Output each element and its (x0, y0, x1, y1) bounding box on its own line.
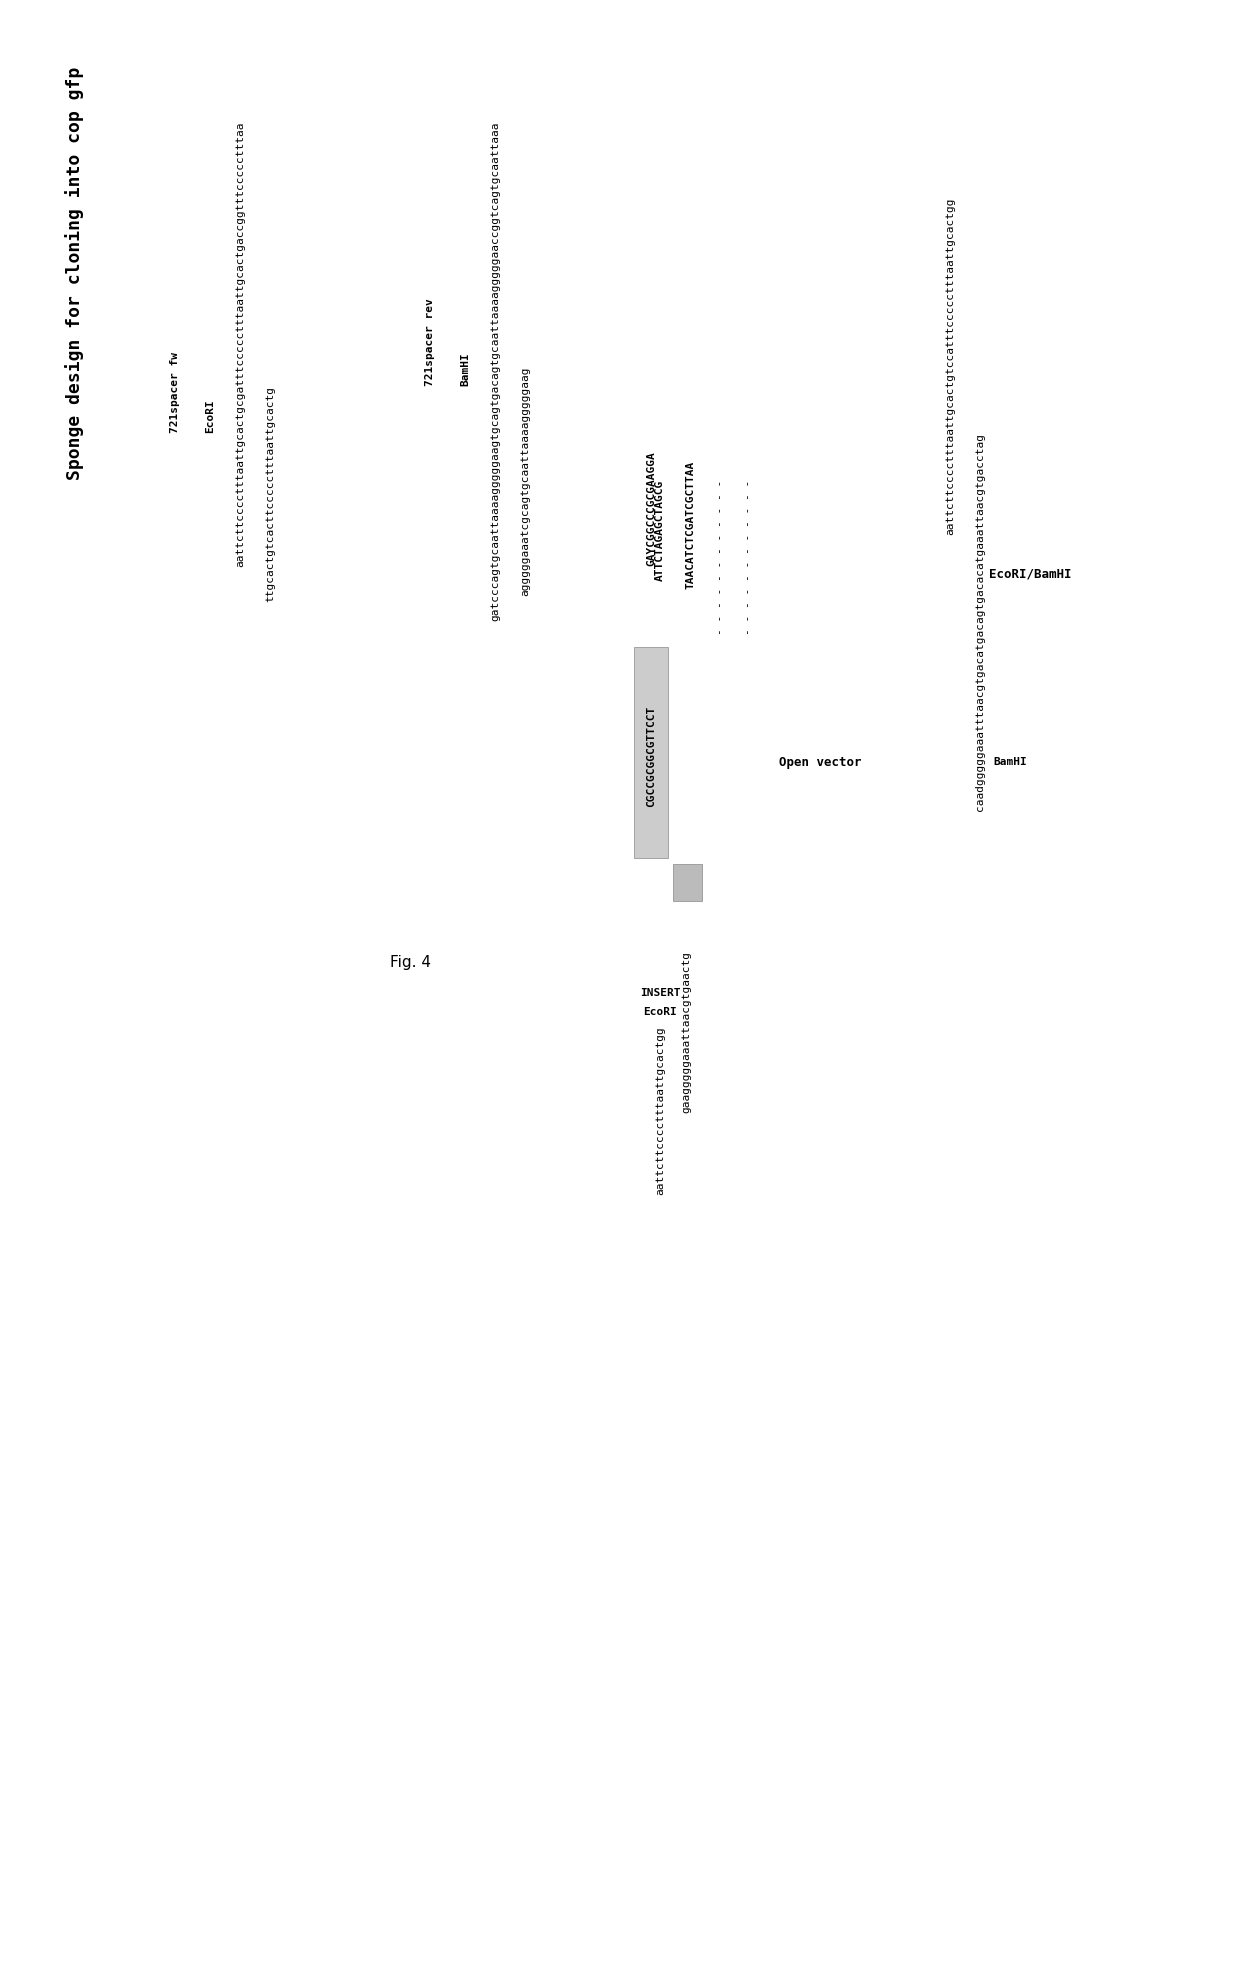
Text: Sponge design for cloning into cop gfp: Sponge design for cloning into cop gfp (66, 66, 84, 479)
Text: - - - - - - - - - - - -: - - - - - - - - - - - - (743, 479, 753, 636)
Text: gaagggggaaattaacgtgaactg: gaagggggaaattaacgtgaactg (681, 952, 691, 1113)
Text: gatcccagtgcaattaaaagggggaagtgcagtgacagtgcaattaaaagggggaaccggtcagtgcaattaaa: gatcccagtgcaattaaaagggggaagtgcagtgacagtg… (490, 121, 500, 622)
Text: EcoRI: EcoRI (205, 399, 215, 433)
Text: BamHI: BamHI (993, 757, 1027, 767)
Text: aattcttcccctttaattgcactgg: aattcttcccctttaattgcactgg (655, 1025, 665, 1194)
Text: caadgggggaaatttaacgtgacatgacagtgacacatgaaattaacgtgacctag: caadgggggaaatttaacgtgacatgacagtgacacatga… (975, 433, 985, 811)
Text: ATTCTAGAGCTAGCG: ATTCTAGAGCTAGCG (655, 479, 665, 580)
Text: Fig. 4: Fig. 4 (389, 954, 430, 970)
FancyBboxPatch shape (673, 864, 702, 900)
Text: INSERT: INSERT (640, 988, 681, 999)
Text: ttgcactgtcacttccccctttaattgcactg: ttgcactgtcacttccccctttaattgcactg (265, 385, 275, 602)
Text: EcoRI/BamHI: EcoRI/BamHI (988, 568, 1071, 580)
Text: CGCCGCGGCGTTCCT: CGCCGCGGCGTTCCT (646, 705, 656, 807)
Text: TAACATCTCGATCGCTTAA: TAACATCTCGATCGCTTAA (684, 461, 694, 590)
Text: EcoRI: EcoRI (644, 1007, 677, 1017)
Text: agggggaaatcgcagtgcaattaaaagggggaag: agggggaaatcgcagtgcaattaaaagggggaag (520, 368, 529, 596)
Text: 721spacer rev: 721spacer rev (425, 298, 435, 385)
Text: aattcttcccctttaattgcactgcgatttccccctttaattgcactgaccggtttccccctttaa: aattcttcccctttaattgcactgcgatttccccctttaa… (236, 121, 246, 568)
Text: 721spacer fw: 721spacer fw (170, 352, 180, 433)
Text: - - - - - - - - - - - -: - - - - - - - - - - - - (715, 479, 725, 636)
Text: aattcttcccctttaattgcactgtccatttccccctttaattgcactgg: aattcttcccctttaattgcactgtccatttcccccttta… (945, 197, 955, 535)
FancyBboxPatch shape (634, 648, 668, 858)
Text: GAYCGGCCCGCGAAGGA: GAYCGGCCCGCGAAGGA (646, 451, 656, 566)
Text: Open vector: Open vector (779, 755, 862, 769)
Text: BamHI: BamHI (460, 352, 470, 385)
